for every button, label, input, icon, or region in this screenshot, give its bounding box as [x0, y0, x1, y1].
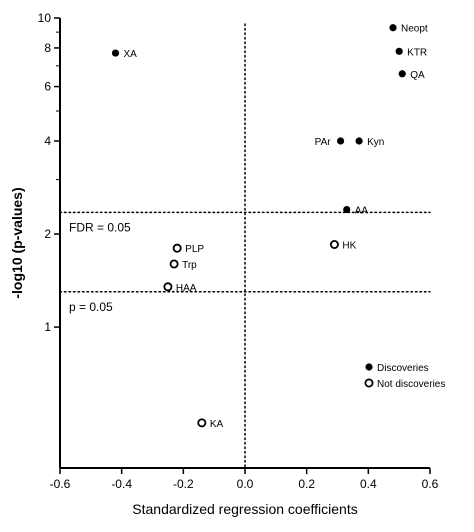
data-point-label: PAr: [315, 137, 332, 148]
reference-line-label: p = 0.05: [69, 300, 113, 314]
data-point-kyn: [355, 137, 363, 145]
data-point-label: AA: [355, 206, 369, 217]
y-axis-title: -log10 (p-values): [9, 187, 25, 298]
legend: Discoveries Not discoveries: [364, 363, 445, 390]
y-tick-label: 1: [44, 320, 51, 334]
legend-marker: [364, 378, 374, 388]
data-point-xa: [111, 49, 120, 57]
data-points: Neopt KTR QA XA PAr Kyn AA HK PLP Trp HAA KA: [111, 24, 428, 430]
data-point-label: HK: [342, 241, 356, 252]
x-tick-label: 0.2: [298, 477, 315, 491]
data-point-label: PLP: [185, 244, 204, 255]
data-point-label: QA: [410, 70, 425, 81]
x-ticks: -0.6 -0.4 -0.2 0.0 0.2 0.4 0.6: [50, 468, 439, 491]
y-tick-label: 2: [44, 227, 51, 241]
data-point-qa: [398, 70, 406, 78]
y-ticks: 1 2 4 6 8 10: [38, 11, 60, 334]
data-point-label: XA: [124, 49, 138, 60]
data-point-label: Kyn: [367, 137, 384, 148]
y-tick-label: 4: [44, 134, 51, 148]
x-tick-label: -0.6: [50, 477, 71, 491]
x-tick-label: 0.4: [360, 477, 377, 491]
y-tick-label: 10: [38, 11, 52, 25]
data-point-neopt: [389, 24, 397, 32]
x-tick-label: 0.6: [422, 477, 439, 491]
legend-label: Discoveries: [377, 363, 429, 374]
x-tick-label: -0.2: [173, 477, 194, 491]
data-point-hk: [329, 240, 339, 250]
data-point-label: KTR: [407, 47, 427, 58]
x-tick-label: -0.4: [111, 477, 132, 491]
data-point-trp: [169, 259, 179, 269]
legend-marker: [365, 363, 373, 371]
reference-lines: FDR = 0.05 p = 0.05: [59, 23, 431, 469]
y-tick-label: 6: [44, 80, 51, 94]
data-point-label: Neopt: [401, 24, 428, 35]
data-point-label: HAA: [176, 283, 197, 294]
x-axis-title: Standardized regression coefficients: [132, 501, 357, 517]
legend-label: Not discoveries: [377, 379, 445, 390]
axes: [59, 18, 430, 469]
data-point-plp: [172, 243, 182, 253]
data-point-aa: [343, 205, 351, 214]
data-point-par: [336, 137, 345, 145]
data-point-label: Trp: [182, 260, 197, 271]
data-point-haa: [163, 282, 173, 292]
data-point-ka: [197, 418, 207, 428]
data-point-label: KA: [210, 419, 224, 430]
reference-line-label: FDR = 0.05: [69, 220, 131, 234]
data-point-ktr: [395, 47, 403, 55]
x-tick-label: 0.0: [237, 477, 254, 491]
y-tick-label: 8: [44, 41, 51, 55]
